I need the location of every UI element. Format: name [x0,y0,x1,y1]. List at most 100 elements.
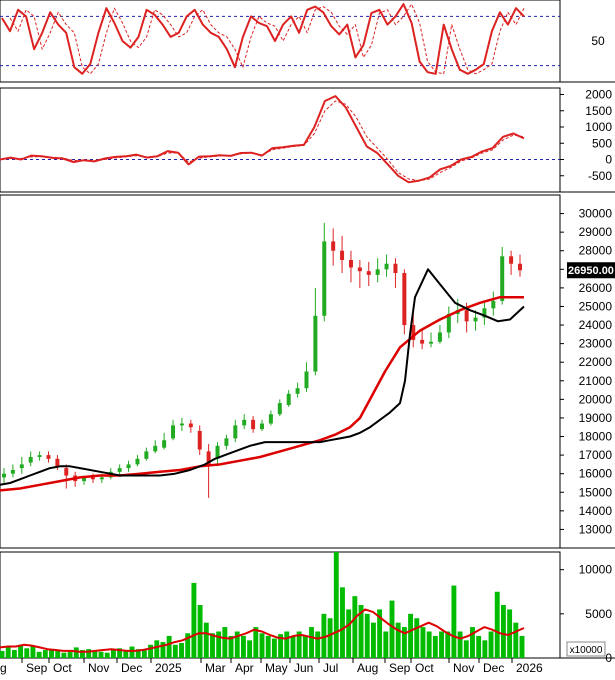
volume-bar [135,649,141,658]
candlestick [491,291,496,316]
volume-bar [117,648,123,658]
volume-bar [49,649,54,658]
volume-bar [352,596,358,658]
volume-bar [408,613,414,658]
volume-bar [389,600,395,658]
candlestick [304,362,309,392]
candle-body [340,250,345,261]
x-tick-label: Jul [323,661,338,675]
candle-body [313,315,318,372]
x-tick-label: Apr [235,661,254,675]
candle-body [2,473,6,478]
candlestick [144,447,149,461]
volume-unit-label: x10000 [570,645,603,656]
price-tick-label: 24000 [579,318,613,332]
candle-body [295,388,300,394]
volume-bar [476,635,482,658]
volume-bar [73,647,79,658]
candle-body [135,458,140,465]
candle-body [55,458,60,467]
candlestick [509,250,514,275]
volume-bar [259,633,265,658]
price-tick-label: 18000 [579,430,613,444]
volume-bar [0,650,5,658]
volume-bar [234,631,240,658]
candle-body [437,332,442,342]
candlestick [153,440,158,454]
candle-body [348,260,353,268]
volume-bar [55,650,61,658]
candlestick [126,460,131,472]
volume-bar [414,618,420,658]
candle-body [509,256,514,264]
volume-bar [30,646,36,658]
candle-body [402,273,407,326]
volume-bar [179,642,184,658]
candle-body [153,445,158,452]
volume-bar [296,631,302,658]
volume-bar [346,609,352,658]
x-tick-label: Jun [294,661,313,675]
candle-body [188,423,193,428]
volume-bar [11,650,17,658]
candle-body [491,300,496,309]
volume-bar [451,585,457,658]
volume-bar [309,627,314,658]
volume-bar [327,618,333,658]
price-tick-label: 14000 [579,504,613,518]
candle-body [482,308,487,318]
macd-line [0,95,525,184]
stoch-signal-line [9,3,525,75]
candlestick [224,434,229,450]
candle-body [117,468,122,472]
price-tick-label: 21000 [579,374,613,388]
volume-bar [302,635,308,658]
candlestick [197,425,202,456]
candlestick [188,419,193,433]
candle-body [82,477,87,482]
candlestick [366,261,371,287]
candle-body [500,256,505,301]
macd-panel: 2000 1500 1000 500 0 -500 [0,87,615,193]
candlestick [429,332,434,348]
candlestick [411,313,416,348]
candle-body [10,469,15,474]
price-tick-label: 22000 [579,355,613,369]
candle-body [37,455,42,457]
volume-bar [290,635,296,658]
candle-body [375,269,380,275]
volume-bar [333,552,339,658]
volume-bar [315,631,321,658]
x-tick-label: Sep [389,661,411,675]
volume-bar [278,634,284,658]
volume-bar [340,587,345,658]
stoch-panel: 50 [0,0,615,83]
volume-bar [160,642,166,658]
candle-body [46,455,51,459]
candle-body [473,317,478,322]
x-tick-label: 2026 [516,661,543,675]
candlestick [420,328,425,350]
volume-tick-label: 5000 [585,607,612,621]
candlestick [375,258,380,283]
volume-bar [494,591,500,658]
price-tick-label: 30000 [579,207,613,221]
volume-bar [247,640,253,658]
candle-body [446,313,451,333]
candle-body [304,371,309,389]
candlestick [286,390,291,407]
volume-bar [463,640,469,658]
price-tick-label: 17000 [579,448,613,462]
candlestick [251,416,256,433]
x-tick-label: Sep [26,661,48,675]
volume-bar [401,627,407,658]
x-tick-label: g [0,661,7,675]
candle-body [215,445,220,459]
candlestick [215,442,220,467]
volume-bar [383,631,389,658]
candlestick [2,468,6,483]
volume-bar [445,631,451,658]
candlestick [446,306,451,339]
volume-bar [271,638,277,658]
candlestick [46,451,51,463]
